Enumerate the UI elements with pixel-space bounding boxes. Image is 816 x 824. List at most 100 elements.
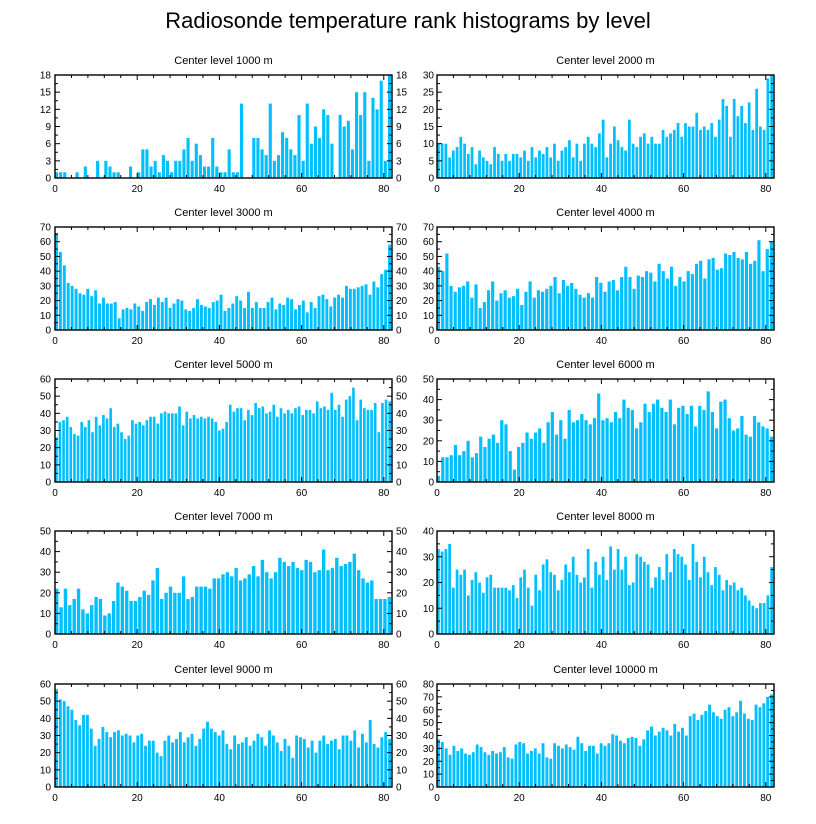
y-tick-label: 0 — [428, 630, 434, 641]
bar — [471, 752, 475, 787]
y-tick-label: 20 — [396, 296, 408, 307]
bar — [743, 713, 746, 787]
bar — [698, 405, 702, 482]
y-tick-label: 15 — [40, 88, 52, 99]
bar — [710, 123, 714, 178]
x-tick-label: 0 — [434, 640, 440, 651]
bar — [129, 309, 133, 330]
bar — [160, 598, 164, 634]
y-tick-label: 30 — [40, 568, 52, 579]
bar — [237, 744, 240, 787]
bar — [688, 716, 692, 787]
bar — [363, 408, 366, 482]
bar — [699, 260, 703, 330]
bar — [361, 733, 364, 787]
bar — [586, 549, 590, 634]
bar — [715, 716, 719, 787]
y-tick-label: 40 — [396, 714, 408, 725]
bar — [440, 143, 444, 178]
bar — [97, 738, 101, 787]
bar — [508, 160, 511, 178]
y-tick-label: 0 — [428, 783, 434, 794]
bar — [511, 585, 515, 634]
x-tick-label: 40 — [214, 488, 226, 499]
bar — [289, 149, 293, 178]
bar — [247, 409, 250, 482]
bar — [579, 582, 583, 634]
bar — [516, 288, 520, 330]
bar — [215, 166, 219, 178]
bar — [113, 302, 117, 330]
bar — [669, 735, 673, 787]
bar — [321, 294, 325, 330]
x-tick-label: 60 — [678, 336, 690, 347]
bar — [682, 281, 686, 330]
y-tick-label: 3 — [396, 156, 402, 167]
bar — [250, 415, 254, 482]
bar — [603, 291, 607, 330]
bar — [365, 582, 370, 634]
bar — [75, 172, 79, 178]
bar — [762, 603, 766, 634]
bar — [209, 728, 213, 787]
bar — [457, 287, 461, 330]
bar — [388, 244, 391, 330]
x-tick-label: 20 — [132, 336, 144, 347]
bar — [268, 730, 271, 787]
bar — [437, 739, 440, 787]
bar — [545, 288, 549, 330]
bar — [165, 160, 170, 178]
y-tick-label: 70 — [396, 223, 408, 234]
bar — [669, 572, 672, 634]
y-tick-label: 0 — [396, 478, 402, 489]
bar — [702, 126, 706, 178]
bar — [656, 399, 660, 482]
bar — [491, 281, 495, 330]
bar — [466, 153, 470, 178]
bar — [580, 414, 584, 482]
chart-panel: Center level 10000 m 0 20 40 60 80 0 10 20 30 40 50… — [423, 664, 775, 804]
bar — [377, 432, 381, 482]
bar — [687, 579, 691, 634]
bar — [678, 277, 682, 330]
bar — [102, 415, 105, 482]
bar — [123, 439, 127, 482]
bar — [300, 570, 304, 634]
y-tick-label: 0 — [428, 174, 434, 185]
bar — [736, 116, 740, 178]
bar — [591, 745, 595, 787]
y-tick-label: 50 — [396, 697, 408, 708]
bar — [256, 733, 260, 787]
bar — [605, 418, 609, 482]
bar — [86, 288, 90, 330]
bar — [588, 745, 591, 787]
bar — [294, 309, 297, 330]
bar — [594, 561, 598, 634]
y-tick-label: 60 — [423, 705, 435, 716]
bar — [91, 432, 94, 482]
bar — [483, 446, 487, 482]
bar — [761, 271, 765, 330]
bar — [624, 150, 627, 178]
bar — [702, 409, 706, 482]
bar — [508, 451, 512, 482]
bar — [487, 438, 491, 482]
bar — [686, 271, 690, 330]
bar — [549, 285, 553, 330]
bar — [330, 568, 335, 634]
bar — [213, 732, 217, 787]
bar — [141, 149, 145, 178]
bar — [445, 253, 449, 330]
x-tick-label: 40 — [596, 640, 608, 651]
bar — [355, 420, 359, 482]
bar — [747, 600, 751, 634]
bar — [496, 153, 500, 178]
bar — [630, 409, 634, 482]
y-tick-label: 20 — [423, 296, 435, 307]
bar — [160, 413, 163, 482]
bar — [761, 426, 765, 482]
bar — [90, 296, 94, 330]
bar — [695, 112, 699, 178]
y-tick-label: 20 — [40, 443, 52, 454]
y-tick-label: 3 — [45, 156, 51, 167]
